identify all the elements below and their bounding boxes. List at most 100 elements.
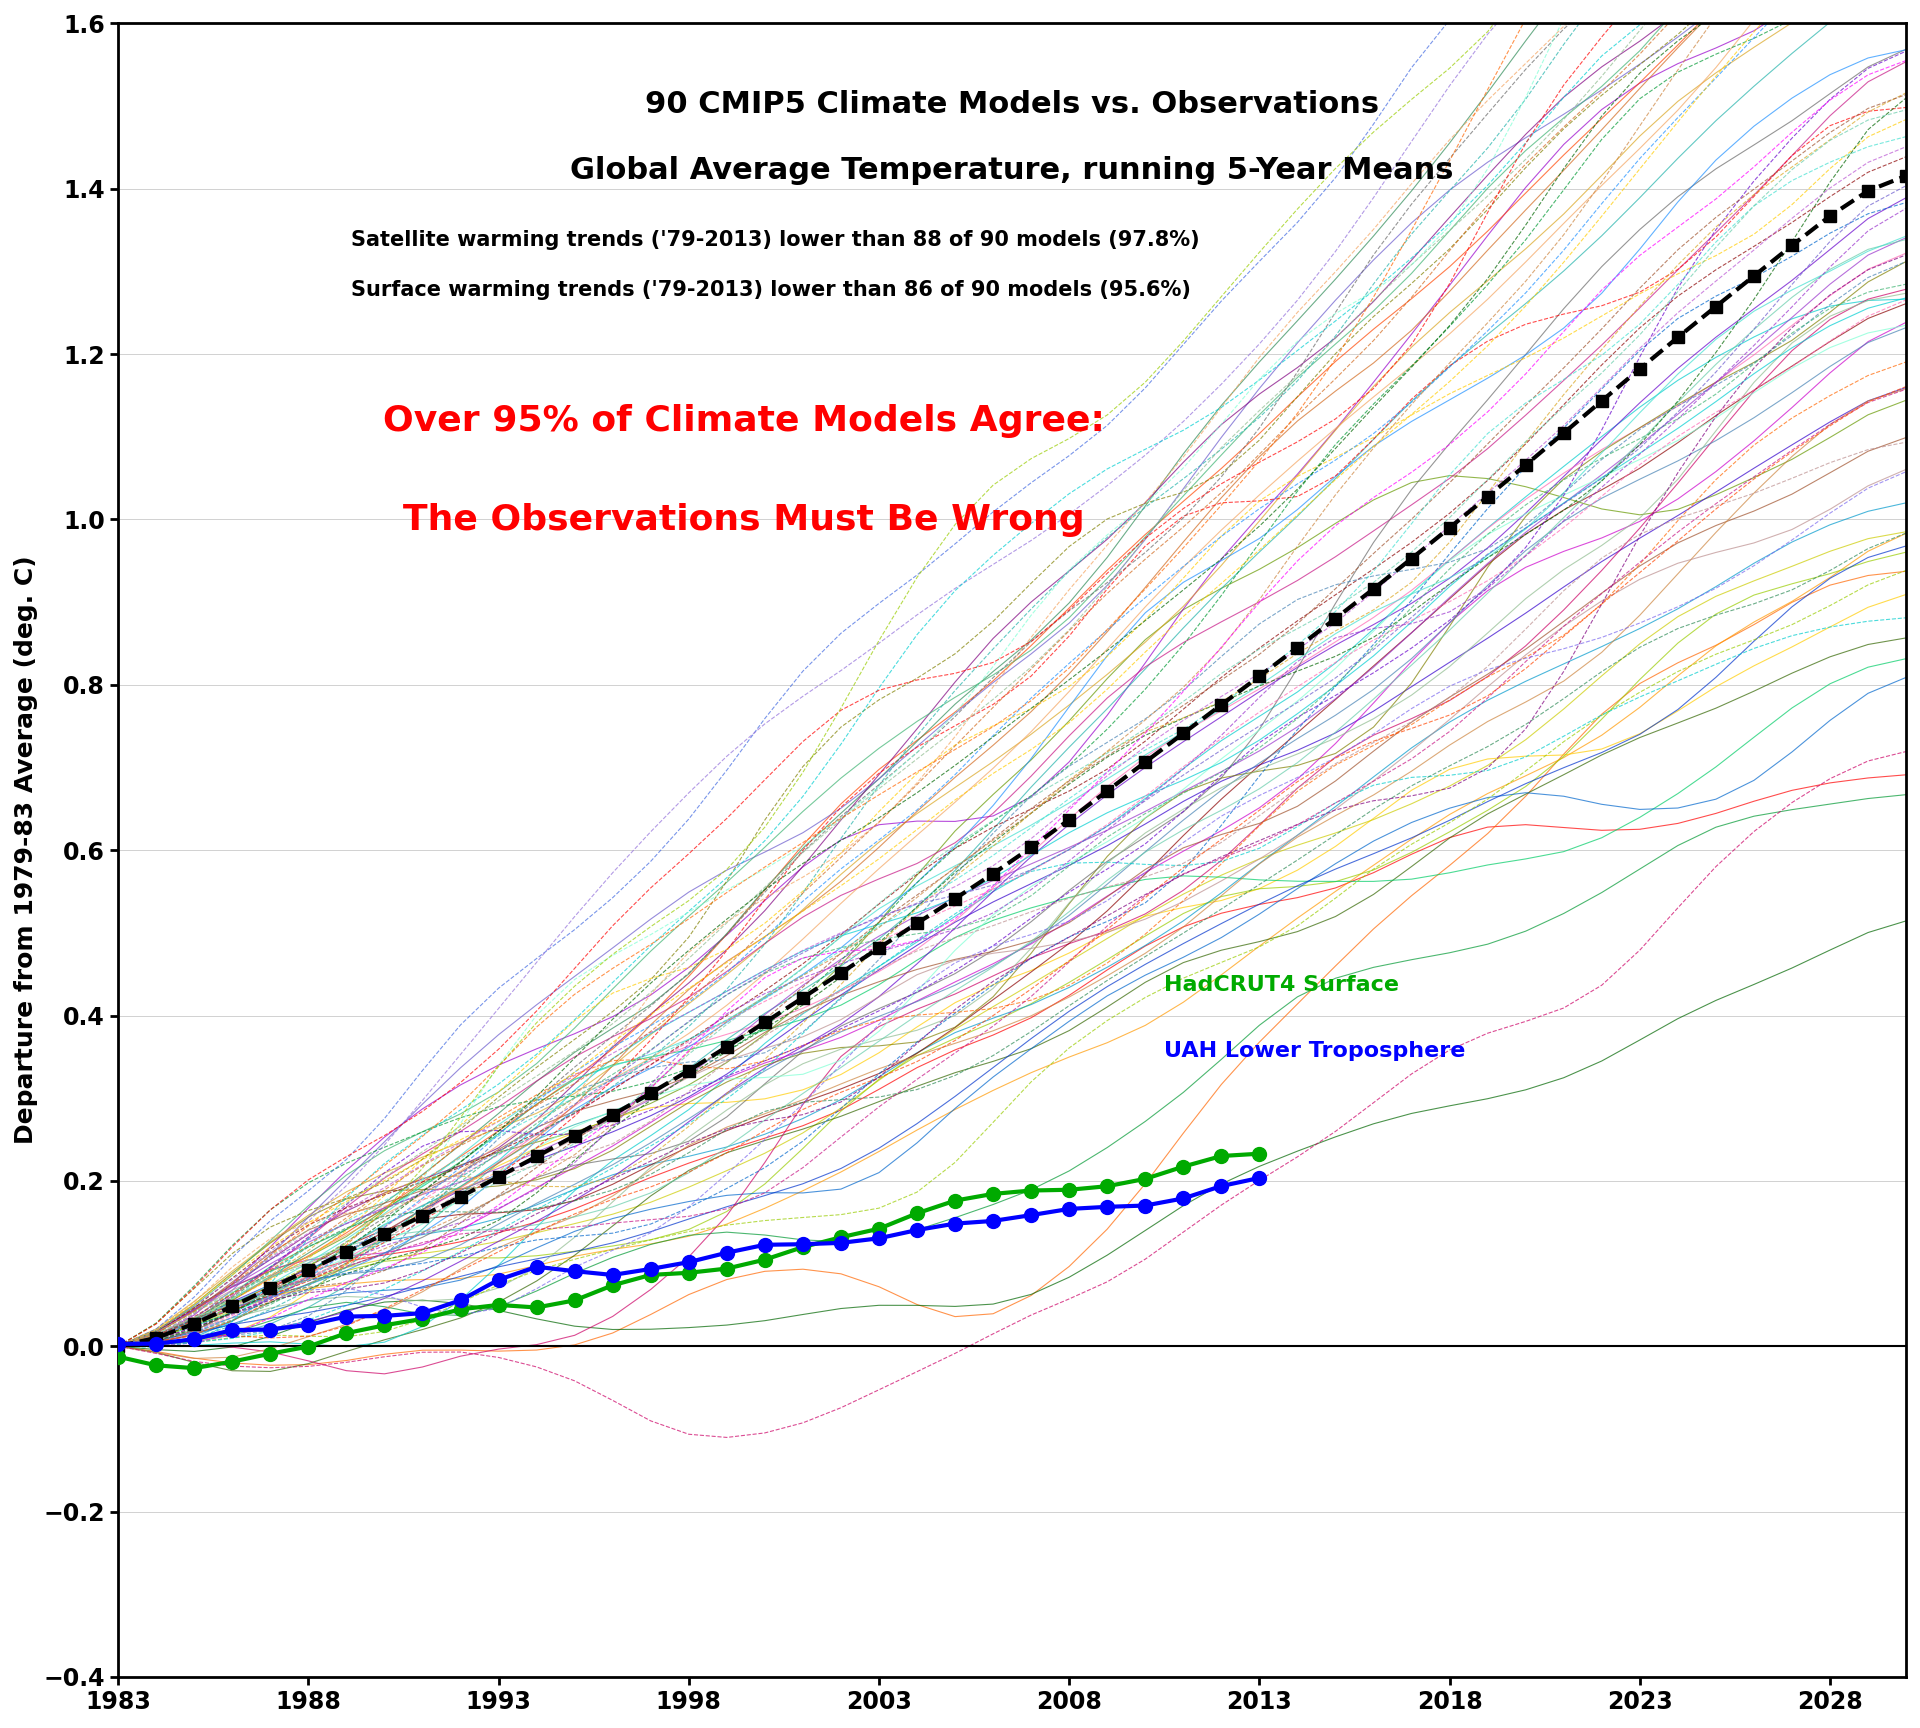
HadCRUT4 Surface: [791, 1237, 814, 1258]
UAH Lower Troposphere: [298, 1315, 321, 1336]
UAH Lower Troposphere: [524, 1256, 547, 1277]
Model mean: [1590, 391, 1613, 411]
Model mean: [1515, 454, 1538, 475]
Model mean: [334, 1242, 357, 1263]
UAH Lower Troposphere: [563, 1261, 586, 1282]
HadCRUT4 Surface: [1248, 1144, 1271, 1165]
Model mean: [563, 1125, 586, 1146]
UAH Lower Troposphere: [1058, 1199, 1081, 1220]
Model mean: [1476, 486, 1500, 506]
Y-axis label: Departure from 1979-83 Average (deg. C): Departure from 1979-83 Average (deg. C): [13, 556, 38, 1144]
Text: The Observations Must Be Wrong: The Observations Must Be Wrong: [403, 503, 1085, 537]
Model mean: [108, 1336, 131, 1356]
HadCRUT4 Surface: [449, 1299, 472, 1320]
Model mean: [1780, 235, 1803, 256]
Text: Global Average Temperature, running 5-Year Means: Global Average Temperature, running 5-Ye…: [570, 156, 1453, 185]
UAH Lower Troposphere: [144, 1334, 167, 1355]
HadCRUT4 Surface: [221, 1351, 244, 1372]
Model mean: [1248, 665, 1271, 686]
Text: Over 95% of Climate Models Agree:: Over 95% of Climate Models Agree:: [382, 404, 1104, 437]
Model mean: [943, 888, 966, 909]
Model mean: [449, 1187, 472, 1208]
UAH Lower Troposphere: [488, 1270, 511, 1291]
Model mean: [906, 912, 929, 933]
Model mean: [639, 1083, 662, 1104]
Text: Satellite warming trends ('79-2013) lower than 88 of 90 models (97.8%): Satellite warming trends ('79-2013) lowe…: [351, 230, 1200, 251]
Text: HadCRUT4 Surface: HadCRUT4 Surface: [1164, 975, 1400, 995]
Model mean: [259, 1277, 282, 1298]
Text: 90 CMIP5 Climate Models vs. Observations: 90 CMIP5 Climate Models vs. Observations: [645, 90, 1379, 119]
Model mean: [829, 962, 852, 983]
Model mean: [1743, 266, 1766, 287]
HadCRUT4 Surface: [601, 1275, 624, 1296]
UAH Lower Troposphere: [411, 1303, 434, 1324]
HadCRUT4 Surface: [259, 1343, 282, 1363]
Line: HadCRUT4 Surface: HadCRUT4 Surface: [111, 1147, 1267, 1375]
UAH Lower Troposphere: [601, 1265, 624, 1286]
HadCRUT4 Surface: [334, 1322, 357, 1343]
Model mean: [1818, 206, 1841, 226]
UAH Lower Troposphere: [753, 1234, 776, 1255]
HadCRUT4 Surface: [981, 1184, 1004, 1204]
HadCRUT4 Surface: [1171, 1156, 1194, 1177]
Model mean: [524, 1146, 547, 1166]
UAH Lower Troposphere: [1171, 1189, 1194, 1210]
UAH Lower Troposphere: [182, 1329, 205, 1350]
Model mean: [791, 987, 814, 1007]
HadCRUT4 Surface: [1096, 1175, 1119, 1196]
HadCRUT4 Surface: [829, 1227, 852, 1248]
HadCRUT4 Surface: [411, 1308, 434, 1329]
UAH Lower Troposphere: [221, 1320, 244, 1341]
HadCRUT4 Surface: [753, 1249, 776, 1270]
UAH Lower Troposphere: [639, 1258, 662, 1279]
Model mean: [1705, 295, 1728, 316]
Line: Model mean: Model mean: [119, 176, 1907, 1346]
Text: Surface warming trends ('79-2013) lower than 86 of 90 models (95.6%): Surface warming trends ('79-2013) lower …: [351, 280, 1190, 299]
UAH Lower Troposphere: [1248, 1168, 1271, 1189]
UAH Lower Troposphere: [1096, 1196, 1119, 1217]
Model mean: [1020, 836, 1043, 857]
Model mean: [1096, 781, 1119, 802]
Model mean: [1210, 695, 1233, 715]
UAH Lower Troposphere: [108, 1334, 131, 1355]
Model mean: [678, 1061, 701, 1082]
UAH Lower Troposphere: [943, 1213, 966, 1234]
UAH Lower Troposphere: [1210, 1175, 1233, 1196]
Model mean: [182, 1313, 205, 1334]
UAH Lower Troposphere: [981, 1211, 1004, 1232]
Model mean: [601, 1104, 624, 1125]
UAH Lower Troposphere: [678, 1251, 701, 1272]
UAH Lower Troposphere: [1133, 1196, 1156, 1217]
UAH Lower Troposphere: [372, 1306, 396, 1327]
UAH Lower Troposphere: [259, 1318, 282, 1339]
UAH Lower Troposphere: [868, 1229, 891, 1249]
HadCRUT4 Surface: [563, 1291, 586, 1312]
Model mean: [1400, 548, 1423, 569]
Model mean: [1857, 180, 1880, 200]
Model mean: [716, 1037, 739, 1058]
HadCRUT4 Surface: [182, 1358, 205, 1379]
HadCRUT4 Surface: [943, 1191, 966, 1211]
Model mean: [411, 1206, 434, 1227]
HadCRUT4 Surface: [1020, 1180, 1043, 1201]
Model mean: [1286, 638, 1309, 658]
HadCRUT4 Surface: [1058, 1180, 1081, 1201]
Model mean: [488, 1166, 511, 1187]
Model mean: [1058, 809, 1081, 829]
Model mean: [1325, 608, 1348, 629]
UAH Lower Troposphere: [1020, 1204, 1043, 1225]
HadCRUT4 Surface: [298, 1336, 321, 1356]
HadCRUT4 Surface: [372, 1315, 396, 1336]
Model mean: [298, 1260, 321, 1280]
Line: UAH Lower Troposphere: UAH Lower Troposphere: [111, 1172, 1267, 1351]
Model mean: [1551, 423, 1574, 444]
HadCRUT4 Surface: [716, 1258, 739, 1279]
Model mean: [1438, 517, 1461, 537]
HadCRUT4 Surface: [144, 1355, 167, 1375]
Model mean: [1171, 722, 1194, 743]
HadCRUT4 Surface: [1210, 1146, 1233, 1166]
HadCRUT4 Surface: [1133, 1168, 1156, 1189]
UAH Lower Troposphere: [791, 1234, 814, 1255]
Model mean: [868, 938, 891, 959]
UAH Lower Troposphere: [906, 1220, 929, 1241]
